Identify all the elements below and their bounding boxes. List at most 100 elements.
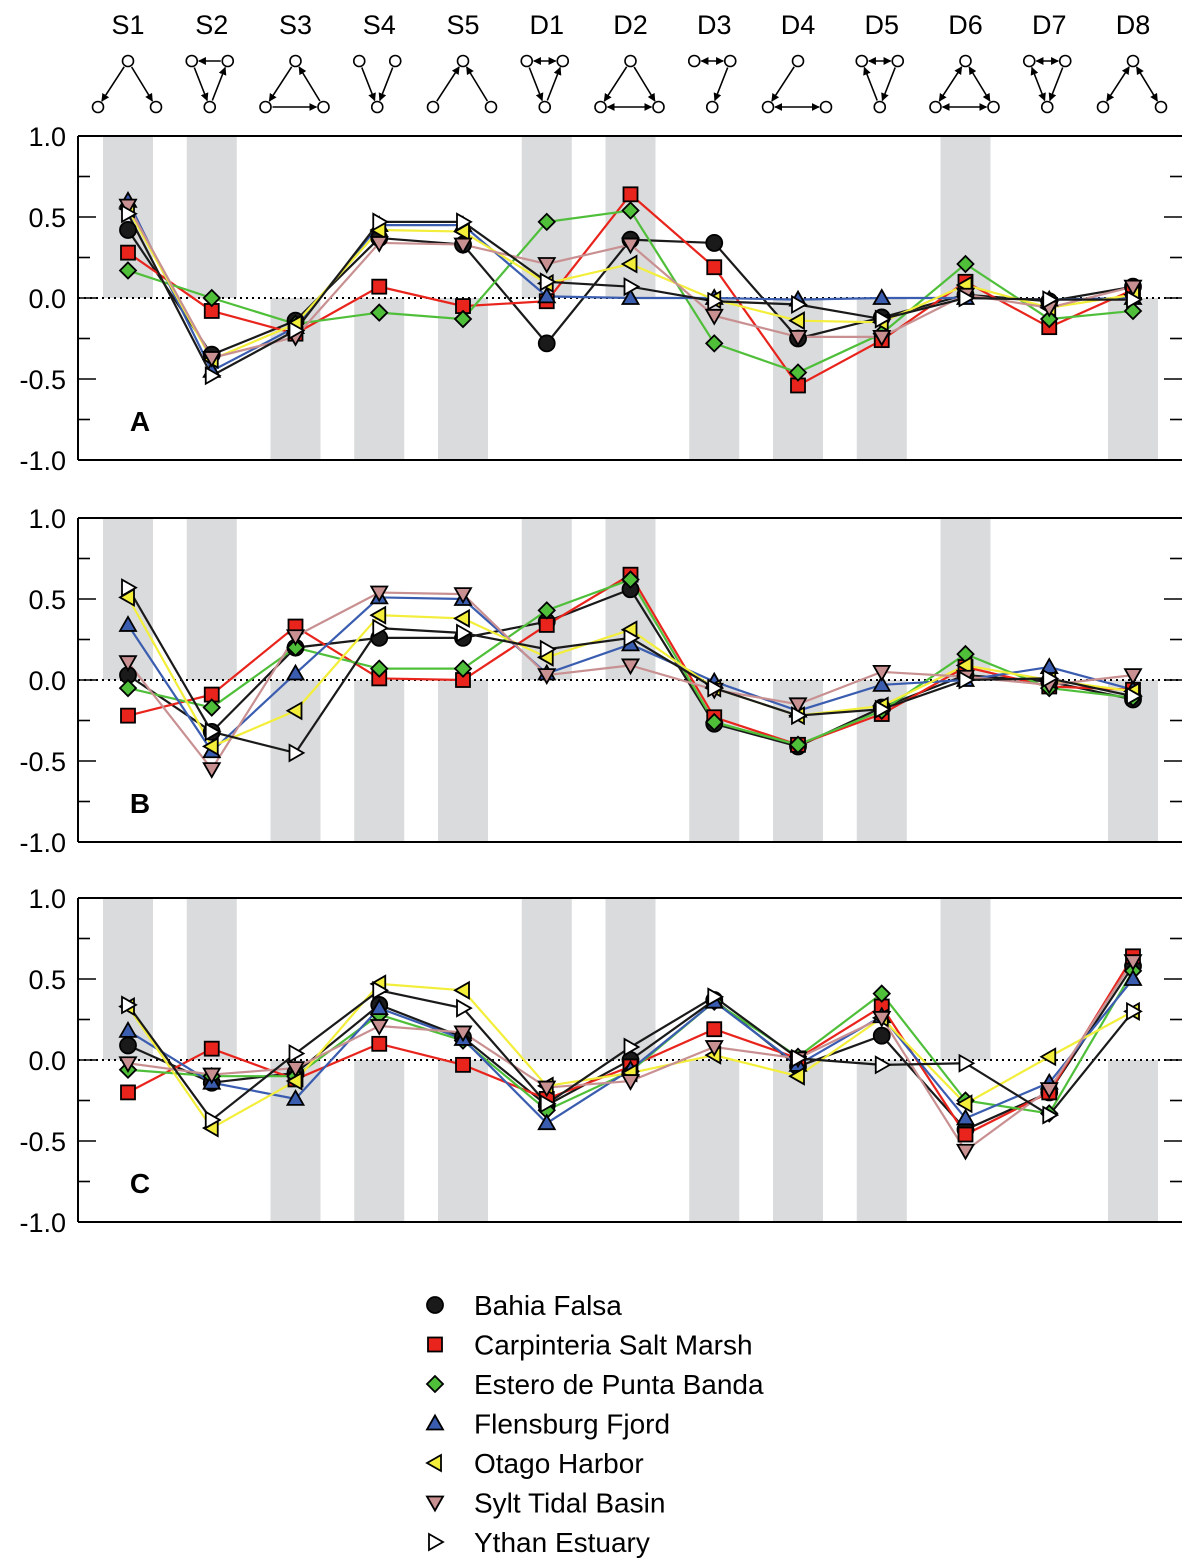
data-point <box>1042 668 1060 688</box>
data-point <box>537 668 557 685</box>
legend-marker <box>425 1374 445 1394</box>
data-point <box>1126 1001 1143 1021</box>
data-point <box>704 712 724 732</box>
data-point <box>453 237 473 255</box>
legend-marker <box>428 1532 445 1552</box>
data-point <box>453 608 470 628</box>
data-point <box>285 701 303 721</box>
legend-item: Flensburg Fjord <box>425 1409 670 1440</box>
legend-label: Carpinteria Salt Marsh <box>474 1330 753 1361</box>
data-point <box>1123 279 1143 297</box>
data-point <box>1039 1082 1059 1099</box>
data-point <box>202 698 222 717</box>
data-point <box>453 587 473 604</box>
data-point <box>121 578 138 598</box>
data-point <box>121 204 138 224</box>
data-point <box>620 254 638 274</box>
motif-diagram-s3-icon <box>259 54 330 114</box>
shade-band <box>354 1060 405 1222</box>
motif-label-d6: D6 <box>948 10 983 40</box>
panel-c: 1.0 0.5 0.0 -0.5 -1.0 C <box>19 884 1182 1238</box>
data-point <box>706 259 723 276</box>
data-point <box>369 605 387 625</box>
data-point <box>372 212 390 232</box>
data-point <box>872 984 892 1003</box>
legend-marker <box>427 1336 443 1353</box>
motif-diagram-d7-icon <box>1022 54 1072 114</box>
shade-band <box>354 298 405 460</box>
data-point <box>288 320 306 340</box>
data-point <box>788 697 808 715</box>
data-point <box>204 366 222 386</box>
motif-label-d1: D1 <box>529 10 564 40</box>
data-point <box>788 735 808 755</box>
data-point <box>539 639 557 659</box>
motif-label-d3: D3 <box>697 10 732 40</box>
y-tick-label: -1.0 <box>19 828 66 858</box>
data-point <box>1042 1105 1060 1125</box>
shade-band <box>186 136 237 298</box>
legend-label: Otago Harbor <box>474 1448 644 1479</box>
data-point <box>456 623 473 643</box>
data-point <box>369 236 389 253</box>
shade-band <box>270 680 321 842</box>
legend-item: Carpinteria Salt Marsh <box>427 1330 753 1361</box>
motif-label-d8: D8 <box>1116 10 1151 40</box>
y-tick-label: 0.0 <box>28 284 66 314</box>
data-point <box>537 1113 557 1131</box>
data-point <box>455 1056 471 1073</box>
shade-band <box>856 1060 907 1222</box>
motif-diagram-d2-icon <box>594 54 665 114</box>
data-point <box>539 1094 557 1114</box>
data-point <box>372 980 390 1000</box>
data-point <box>958 288 976 308</box>
motif-diagram-d1-icon <box>520 54 570 114</box>
data-point <box>955 1108 976 1126</box>
shade-band <box>521 898 572 1060</box>
data-point <box>791 1048 808 1068</box>
data-point <box>956 254 975 274</box>
data-point <box>620 237 641 255</box>
data-point <box>1123 668 1143 685</box>
legend-label: Sylt Tidal Basin <box>474 1488 665 1519</box>
panel-label: A <box>130 406 150 437</box>
data-point <box>704 1040 724 1057</box>
y-tick-label: 0.0 <box>28 1046 66 1076</box>
data-point <box>285 1089 306 1106</box>
y-tick-label: -0.5 <box>19 747 66 777</box>
data-point <box>623 1037 641 1057</box>
data-point <box>537 257 557 274</box>
legend-item: Otago Harbor <box>425 1448 644 1479</box>
data-point <box>288 1043 306 1064</box>
panel-b: 1.0 0.5 0.0 -0.5 -1.0 B <box>19 504 1182 858</box>
data-point <box>369 998 389 1016</box>
data-point <box>204 722 222 742</box>
data-point <box>788 363 808 382</box>
legend-item: Sylt Tidal Basin <box>425 1488 665 1519</box>
data-point <box>1126 686 1143 706</box>
chart-panels: 1.0 0.5 0.0 -0.5 -1.0 A 1.0 0.5 0.0 -0.5 -1.0 B 1.0 0… <box>19 122 1182 1238</box>
y-tick-label: 0.5 <box>28 585 66 615</box>
data-point <box>204 1110 222 1130</box>
data-point <box>791 294 808 315</box>
data-point <box>623 277 641 297</box>
legend-item: Estero de Punta Banda <box>425 1369 764 1400</box>
data-point <box>456 998 473 1018</box>
shade-band <box>1108 1060 1158 1222</box>
motif-label-s1: S1 <box>111 10 144 40</box>
legend-marker <box>425 1453 442 1473</box>
y-tick-label: 0.5 <box>28 203 66 233</box>
data-point <box>118 1056 138 1074</box>
data-point <box>955 655 973 675</box>
data-point <box>537 212 557 232</box>
data-point <box>118 615 138 632</box>
data-point <box>288 743 306 763</box>
legend-item: Ythan Estuary <box>428 1527 650 1558</box>
legend-label: Estero de Punta Banda <box>474 1369 764 1400</box>
shade-band <box>940 136 991 298</box>
shade-band <box>605 898 656 1060</box>
data-point <box>203 1040 220 1057</box>
data-point <box>874 309 892 329</box>
data-point <box>537 601 557 620</box>
data-point <box>369 659 389 678</box>
